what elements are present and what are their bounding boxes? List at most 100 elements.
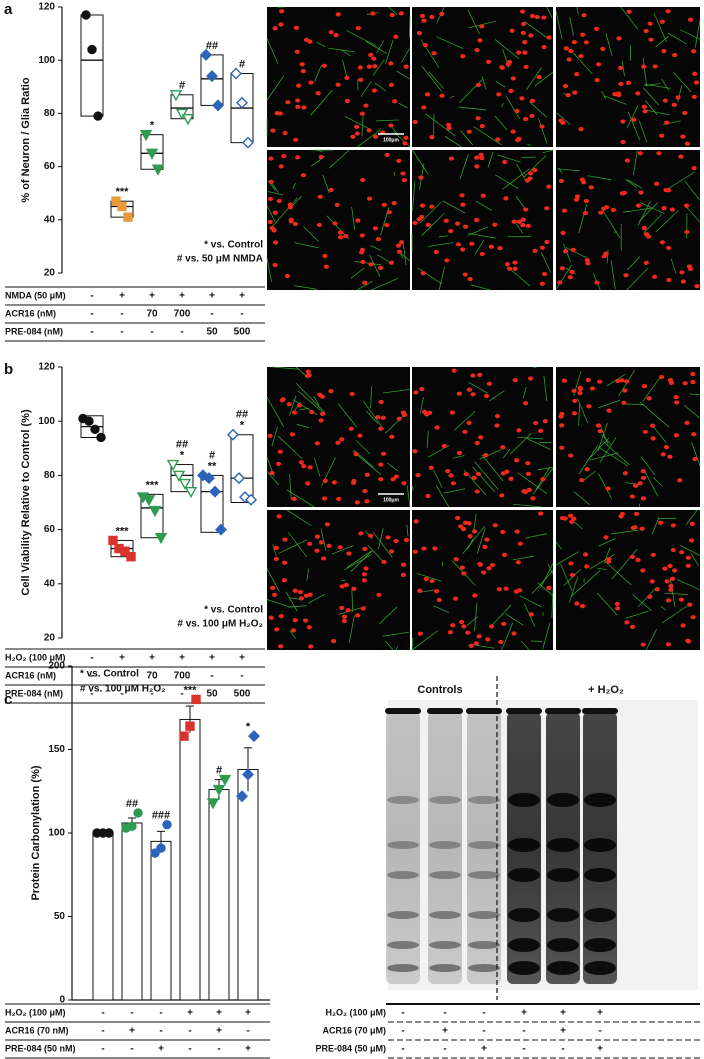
treatment-sign: +: [481, 1044, 487, 1055]
neurite: [481, 454, 504, 482]
nucleus: [596, 62, 602, 67]
nucleus: [584, 467, 590, 472]
nucleus: [585, 261, 591, 266]
nucleus: [622, 471, 628, 476]
blot-band: [508, 961, 540, 975]
neurite: [444, 136, 462, 148]
neurite: [371, 278, 399, 291]
nucleus: [270, 128, 276, 133]
neurite: [421, 65, 442, 92]
nucleus: [323, 264, 329, 269]
nucleus: [542, 419, 548, 424]
nucleus: [485, 59, 492, 64]
neurite: [642, 57, 648, 87]
neurite: [604, 560, 632, 586]
neurite: [555, 10, 563, 40]
data-point: [127, 821, 137, 832]
neurite: [289, 395, 297, 416]
blot-band: [468, 841, 500, 849]
nucleus: [618, 81, 624, 87]
neurite: [402, 243, 407, 266]
nucleus: [500, 529, 506, 535]
nucleus: [562, 516, 568, 521]
treatment-sign: -: [188, 1044, 191, 1055]
neurite: [502, 168, 530, 190]
nucleus: [629, 554, 635, 559]
neurite: [653, 13, 667, 43]
blot-band: [429, 841, 461, 849]
nucleus: [672, 52, 678, 58]
nucleus: [477, 372, 483, 377]
blot-band: [468, 796, 500, 804]
nucleus: [569, 572, 576, 578]
nucleus: [485, 637, 491, 642]
neurite: [578, 403, 581, 426]
nucleus: [469, 241, 475, 246]
treatment-sign: -: [120, 689, 123, 700]
nucleus: [647, 21, 653, 26]
nucleus: [633, 511, 640, 517]
neurite: [494, 39, 520, 60]
neurite: [570, 49, 593, 75]
nucleus: [268, 615, 274, 620]
nucleus: [494, 423, 500, 428]
neurite: [589, 553, 616, 570]
neurite: [542, 149, 554, 154]
nucleus: [471, 529, 478, 534]
nucleus: [561, 208, 568, 213]
nucleus: [281, 154, 287, 159]
nucleus: [633, 483, 639, 488]
neurite: [474, 239, 485, 255]
nucleus: [643, 232, 650, 237]
neurite: [664, 592, 689, 595]
treatment-sign: -: [101, 1044, 104, 1055]
neurite: [555, 541, 562, 550]
nucleus: [597, 379, 603, 384]
neurite: [670, 258, 677, 274]
neurite: [316, 41, 326, 48]
data-point: [242, 136, 254, 149]
neurite: [665, 171, 696, 191]
nucleus: [318, 418, 324, 423]
nucleus: [421, 105, 427, 110]
treatment-sign: +: [209, 291, 215, 302]
nucleus: [691, 49, 697, 54]
nucleus: [278, 614, 284, 619]
neurite: [285, 591, 298, 612]
blot-band: [429, 941, 461, 949]
nucleus: [606, 408, 612, 413]
neurite: [557, 168, 580, 172]
treatment-label: ACR16 (70 nM): [5, 1025, 69, 1035]
nucleus: [637, 151, 644, 156]
nucleus: [629, 624, 636, 629]
nucleus: [335, 12, 341, 17]
nucleus: [565, 93, 571, 98]
nucleus: [541, 45, 547, 50]
nucleus: [489, 624, 495, 629]
treatment-sign: -: [217, 1044, 220, 1055]
nucleus: [486, 566, 492, 571]
neurite: [621, 60, 625, 77]
nucleus: [635, 203, 642, 208]
nucleus: [678, 597, 684, 602]
treatment-sign: -: [101, 1026, 104, 1037]
data-point: [242, 768, 254, 781]
nucleus: [450, 623, 456, 628]
blot-band: [584, 961, 616, 975]
y-tick-label: 60: [44, 161, 56, 172]
nucleus: [292, 221, 298, 227]
nucleus: [293, 137, 299, 142]
neurite: [346, 30, 377, 46]
treatment-label: PRE-084 (50 μM): [315, 1043, 386, 1053]
data-point: [248, 730, 260, 743]
nucleus: [684, 420, 690, 425]
blot-band: [387, 911, 419, 919]
nucleus: [583, 198, 589, 204]
nucleus: [274, 627, 280, 632]
blot-band: [429, 796, 461, 804]
nucleus: [366, 64, 372, 69]
nucleus: [416, 217, 422, 222]
neurite: [577, 398, 589, 424]
nucleus: [648, 37, 654, 42]
neurite: [320, 528, 327, 551]
